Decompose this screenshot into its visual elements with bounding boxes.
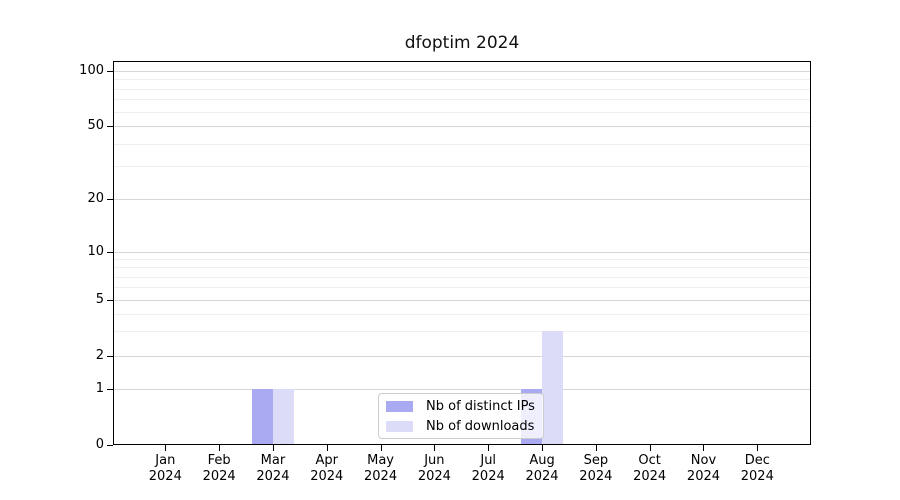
x-label-year: 2024 — [417, 469, 451, 484]
gridline-major-100 — [113, 71, 811, 72]
x-label-year: 2024 — [148, 469, 182, 484]
y-tick-100 — [107, 71, 113, 72]
x-label-month: Jan — [155, 453, 176, 468]
x-label-month: Feb — [207, 453, 231, 468]
x-tick-label-mar: Mar 2024 — [241, 453, 305, 485]
x-label-month: Aug — [529, 453, 555, 468]
x-tick-label-jun: Jun 2024 — [402, 453, 466, 485]
x-tick-dec — [757, 445, 759, 451]
gridline-minor-60 — [113, 111, 811, 113]
x-label-year: 2024 — [471, 469, 505, 484]
legend-swatch-downloads-icon — [386, 420, 413, 432]
x-label-year: 2024 — [579, 469, 613, 484]
x-tick-label-nov: Nov 2024 — [671, 453, 735, 485]
bar-distinct-ips-mar — [251, 389, 273, 445]
x-tick-apr — [326, 445, 328, 451]
x-tick-oct — [649, 445, 651, 451]
x-label-year: 2024 — [310, 469, 344, 484]
x-label-month: Dec — [744, 453, 770, 468]
x-label-month: Sep — [583, 453, 609, 468]
x-label-year: 2024 — [686, 469, 721, 484]
x-tick-label-may: May 2024 — [349, 453, 413, 485]
legend-label-downloads: Nb of downloads — [426, 418, 535, 434]
gridline-minor-30 — [113, 166, 811, 168]
legend: Nb of distinct IPs Nb of downloads — [378, 393, 544, 439]
x-tick-feb — [219, 445, 221, 451]
gridline-major-10 — [113, 252, 811, 253]
y-tick-10 — [107, 252, 113, 253]
gridline-minor-7 — [113, 276, 811, 278]
x-tick-label-dec: Dec 2024 — [725, 453, 789, 485]
x-tick-jan — [165, 445, 167, 451]
x-tick-label-sep: Sep 2024 — [564, 453, 628, 485]
y-tick-0 — [107, 445, 113, 446]
x-label-month: Jul — [480, 453, 497, 468]
y-tick-20 — [107, 198, 113, 200]
bar-downloads-aug — [542, 331, 564, 445]
legend-swatch-distinct-ips-icon — [386, 400, 413, 412]
legend-entry-downloads: Nb of downloads — [385, 418, 537, 435]
x-tick-mar — [272, 445, 274, 451]
x-tick-aug — [542, 445, 544, 451]
x-tick-jul — [488, 445, 490, 451]
x-label-month: Apr — [315, 453, 339, 468]
x-label-month: May — [367, 453, 394, 468]
gridline-minor-40 — [113, 143, 811, 145]
gridline-minor-70 — [113, 99, 811, 101]
x-label-month: Mar — [260, 453, 286, 468]
gridline-major-5 — [113, 300, 811, 301]
chart-title: dfoptim 2024 — [404, 33, 520, 53]
y-tick-label-20: 20 — [87, 190, 104, 206]
x-label-month: Nov — [690, 453, 717, 468]
x-tick-label-apr: Apr 2024 — [295, 453, 359, 485]
y-tick-2 — [107, 356, 113, 357]
gridline-minor-8 — [113, 267, 811, 269]
legend-entry-distinct-ips: Nb of distinct IPs — [385, 398, 537, 415]
x-label-year: 2024 — [364, 469, 398, 484]
gridline-minor-6 — [113, 287, 811, 289]
gridline-minor-3 — [113, 331, 811, 333]
x-label-year: 2024 — [525, 469, 559, 484]
x-label-month: Jun — [424, 453, 445, 468]
x-label-year: 2024 — [202, 469, 236, 484]
y-tick-50 — [107, 126, 113, 127]
x-label-year: 2024 — [256, 469, 290, 484]
y-tick-label-1: 1 — [95, 381, 104, 396]
x-tick-label-jul: Jul 2024 — [456, 453, 520, 485]
y-tick-label-100: 100 — [79, 63, 104, 78]
gridline-minor-80 — [113, 88, 811, 90]
legend-label-distinct-ips: Nb of distinct IPs — [426, 398, 535, 414]
x-tick-label-aug: Aug 2024 — [510, 453, 574, 485]
x-label-year: 2024 — [740, 469, 774, 484]
y-tick-label-2: 2 — [95, 348, 104, 363]
x-label-year: 2024 — [633, 469, 667, 484]
x-tick-label-jan: Jan 2024 — [133, 453, 197, 485]
y-tick-1 — [107, 389, 113, 390]
y-tick-5 — [107, 300, 113, 301]
gridline-major-1 — [113, 389, 811, 390]
plot-border — [113, 61, 811, 445]
gridline-minor-9 — [113, 259, 811, 261]
y-tick-label-5: 5 — [95, 292, 104, 307]
x-tick-jun — [434, 445, 436, 451]
x-tick-label-feb: Feb 2024 — [187, 453, 251, 485]
x-label-month: Oct — [638, 453, 661, 468]
plot-area: Nb of distinct IPs Nb of downloads — [113, 61, 811, 445]
bar-downloads-mar — [272, 389, 294, 445]
x-tick-may — [380, 445, 382, 451]
x-tick-sep — [595, 445, 597, 451]
gridline-major-2 — [113, 356, 811, 357]
y-tick-label-0: 0 — [95, 437, 104, 452]
gridline-major-20 — [113, 198, 811, 200]
gridline-minor-4 — [113, 313, 811, 315]
y-tick-label-50: 50 — [87, 118, 104, 133]
gridline-minor-90 — [113, 79, 811, 81]
x-tick-label-oct: Oct 2024 — [618, 453, 682, 485]
gridline-major-50 — [113, 126, 811, 127]
y-tick-label-10: 10 — [87, 244, 104, 259]
x-tick-nov — [703, 445, 705, 451]
